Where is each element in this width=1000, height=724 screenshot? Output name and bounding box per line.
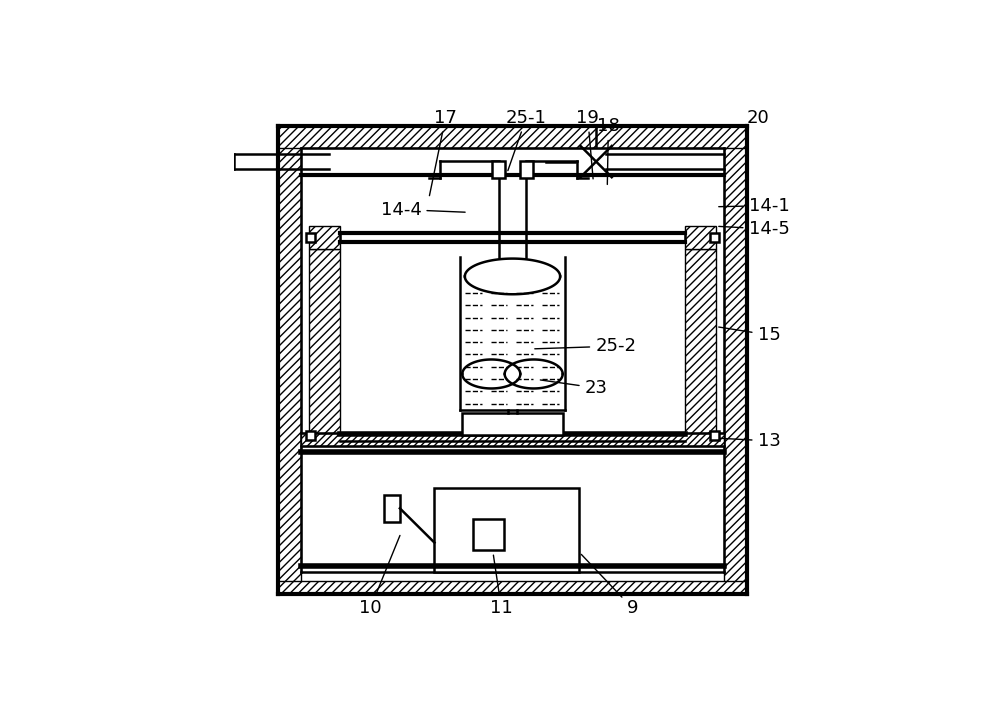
Bar (434, 488, 579, 572)
Text: 15: 15 (719, 326, 780, 344)
Text: 19: 19 (576, 109, 599, 179)
Bar (710, 432, 719, 440)
Bar (384, 495, 400, 522)
Text: 25-1: 25-1 (506, 109, 547, 171)
Text: 13: 13 (719, 432, 780, 450)
Bar (301, 432, 724, 447)
Text: 9: 9 (581, 555, 638, 617)
Bar (278, 126, 301, 594)
Bar (462, 413, 563, 435)
Bar (306, 233, 315, 242)
Bar (278, 126, 747, 148)
Text: 23: 23 (540, 379, 608, 397)
Bar (309, 248, 340, 435)
Bar (724, 126, 747, 594)
Text: 10: 10 (359, 536, 400, 617)
Bar (520, 161, 533, 178)
Text: 14-4: 14-4 (381, 201, 465, 219)
Text: 17: 17 (429, 109, 457, 195)
Text: 14-5: 14-5 (719, 220, 789, 238)
Bar (278, 581, 747, 594)
Text: 25-2: 25-2 (535, 337, 636, 355)
Bar (473, 519, 504, 550)
Text: 11: 11 (490, 555, 513, 617)
Bar (492, 161, 505, 178)
Bar (685, 226, 716, 248)
Bar (306, 432, 315, 440)
Text: 18: 18 (597, 117, 620, 185)
Text: 14-1: 14-1 (719, 197, 789, 214)
Text: 20: 20 (746, 109, 769, 127)
Bar (710, 233, 719, 242)
Bar (309, 226, 340, 248)
Bar (685, 248, 716, 435)
